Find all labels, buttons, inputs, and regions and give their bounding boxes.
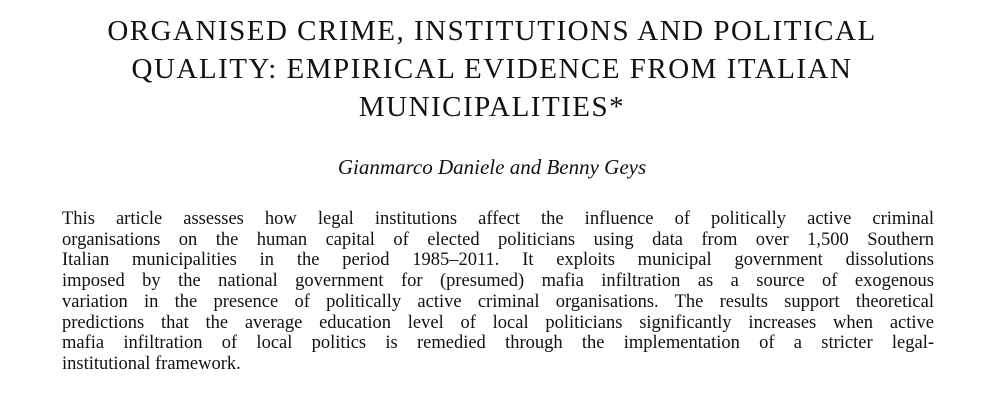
abstract-line: mafia infiltration of local politics is … (62, 333, 934, 354)
abstract-line: variation in the presence of politically… (62, 291, 934, 312)
title-line: QUALITY: EMPIRICAL EVIDENCE FROM ITALIAN (131, 53, 853, 85)
title-line: MUNICIPALITIES* (358, 91, 626, 123)
abstract-line: imposed by the national government for (… (62, 271, 934, 292)
paper-authors: Gianmarco Daniele and Benny Geys (337, 155, 647, 179)
paper-title: ORGANISED CRIME, INSTITUTIONS AND POLITI… (40, 12, 944, 126)
abstract-line: organisations on the human capital of el… (62, 229, 934, 250)
paper-abstract: This article assesses how legal institut… (62, 209, 934, 375)
abstract-line: predictions that the average education l… (62, 312, 934, 333)
abstract-line: This article assesses how legal institut… (62, 209, 934, 229)
title-line: ORGANISED CRIME, INSTITUTIONS AND POLITI… (107, 15, 877, 47)
abstract-line: institutional framework. (62, 353, 241, 374)
abstract-line: Italian municipalities in the period 198… (62, 250, 934, 271)
